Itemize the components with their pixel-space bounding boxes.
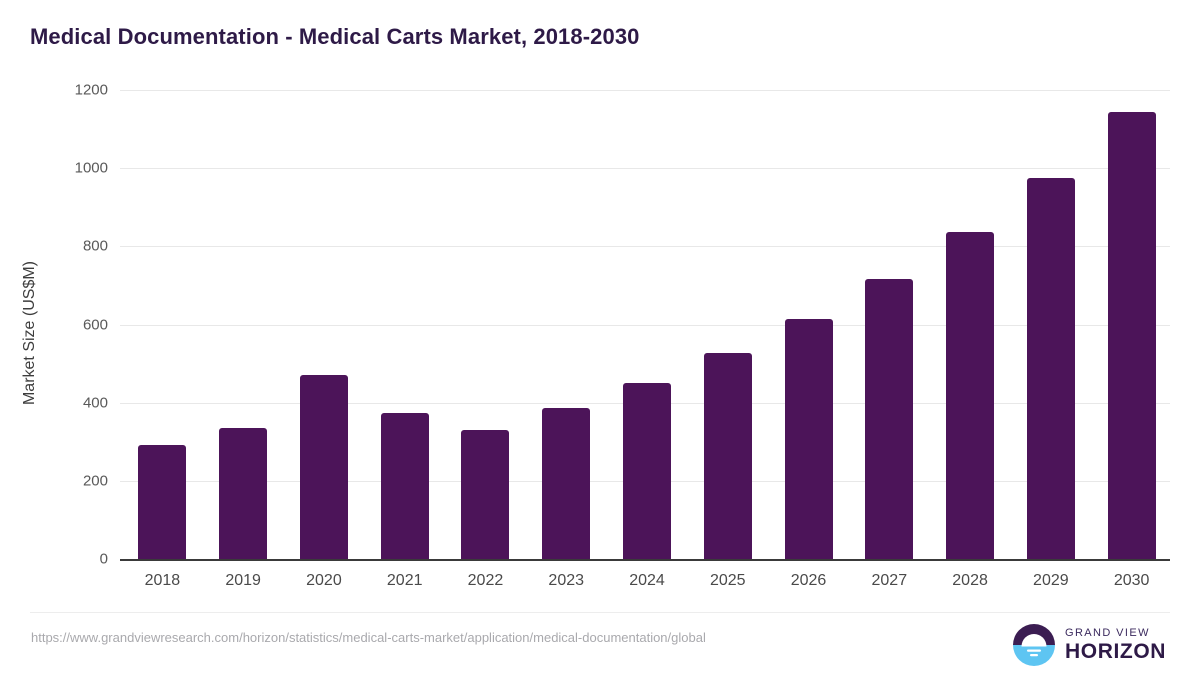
x-tick-label: 2018 bbox=[144, 572, 181, 589]
bar[interactable] bbox=[1107, 111, 1156, 559]
bar[interactable] bbox=[380, 412, 429, 559]
bar[interactable] bbox=[1026, 177, 1075, 559]
plot-area bbox=[120, 90, 1170, 559]
x-tick-label: 2027 bbox=[871, 572, 908, 589]
gridline bbox=[120, 168, 1170, 170]
source-url[interactable]: https://www.grandviewresearch.com/horizo… bbox=[31, 630, 706, 645]
bar[interactable] bbox=[461, 429, 510, 559]
gridline bbox=[120, 90, 1170, 91]
gridline bbox=[120, 324, 1170, 326]
y-tick-label: 1200 bbox=[74, 81, 108, 99]
logo-top-text: GRAND VIEW bbox=[1065, 627, 1150, 639]
y-tick-label: 600 bbox=[82, 316, 108, 333]
y-tick-label: 400 bbox=[82, 394, 108, 412]
bar[interactable] bbox=[219, 428, 268, 559]
y-tick-label: 0 bbox=[99, 550, 108, 568]
logo-text: GRAND VIEW HORIZON bbox=[1065, 627, 1167, 663]
y-tick-label: 800 bbox=[82, 237, 108, 255]
x-axis-line bbox=[120, 559, 1170, 561]
y-tick-label: 1000 bbox=[74, 159, 108, 177]
bar[interactable] bbox=[542, 408, 591, 559]
bar[interactable] bbox=[623, 383, 671, 559]
x-tick-label: 2019 bbox=[225, 572, 261, 589]
x-tick-label: 2028 bbox=[952, 572, 988, 589]
x-tick-label: 2024 bbox=[629, 572, 665, 589]
y-axis-title: Market Size (US$M) bbox=[21, 260, 38, 406]
x-tick-label: 2030 bbox=[1113, 572, 1150, 589]
bar[interactable] bbox=[784, 319, 833, 559]
grand-view-horizon-logo[interactable]: GRAND VIEW HORIZON bbox=[1012, 623, 1166, 667]
horizon-circle-icon bbox=[1013, 624, 1055, 666]
chart-title: Medical Documentation - Medical Carts Ma… bbox=[30, 24, 640, 49]
x-tick-label: 2025 bbox=[709, 572, 746, 589]
x-tick-label: 2023 bbox=[548, 572, 585, 589]
x-tick-label: 2020 bbox=[306, 572, 342, 589]
x-tick-label: 2026 bbox=[790, 572, 827, 589]
footer-divider bbox=[30, 612, 1170, 613]
bar[interactable] bbox=[865, 279, 914, 559]
y-tick-label: 200 bbox=[82, 472, 108, 490]
x-tick-label: 2029 bbox=[1033, 572, 1069, 589]
x-tick-label: 2021 bbox=[386, 572, 423, 589]
bar[interactable] bbox=[946, 232, 995, 559]
logo-bottom-text: HORIZON bbox=[1065, 640, 1167, 663]
gridline bbox=[120, 246, 1170, 248]
bar[interactable] bbox=[299, 375, 348, 559]
bar[interactable] bbox=[138, 444, 187, 559]
bar[interactable] bbox=[703, 353, 752, 559]
x-tick-label: 2022 bbox=[467, 572, 504, 589]
